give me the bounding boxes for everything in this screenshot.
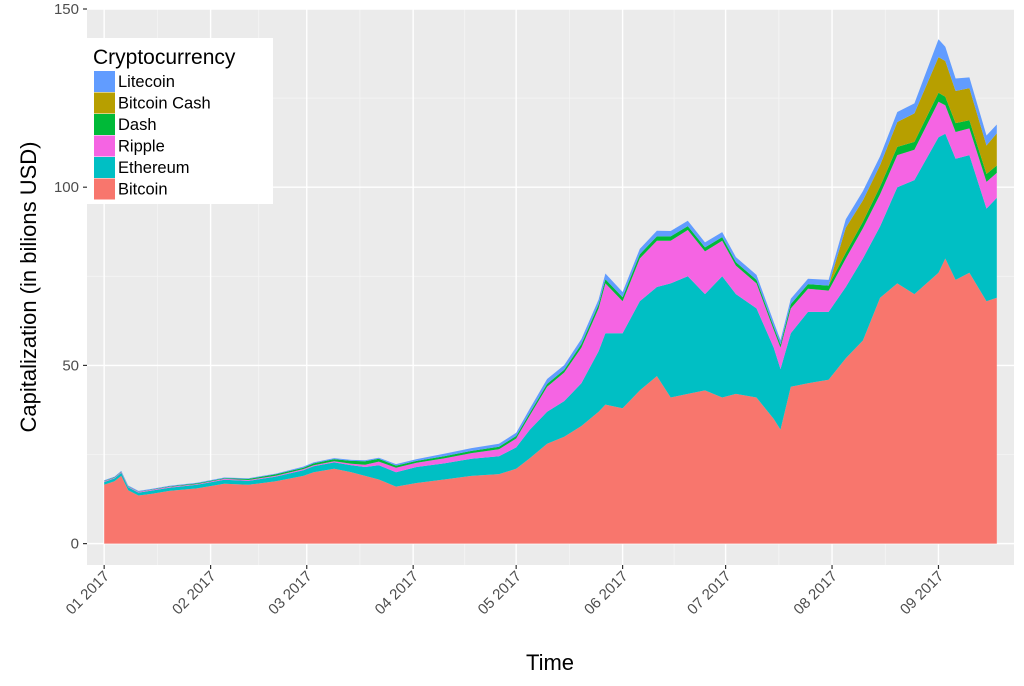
- area-ripple: [104, 101, 997, 493]
- area-bitcoin: [104, 258, 997, 544]
- legend-swatch: [94, 71, 115, 92]
- y-tick-label: 150: [54, 1, 79, 18]
- legend-swatch: [94, 135, 115, 157]
- x-axis-title: Time: [526, 650, 574, 675]
- area-layers: [104, 39, 997, 544]
- legend: Cryptocurrency Litecoin Bitcoin Cash Dash R…: [87, 38, 273, 204]
- legend-label: Dash: [118, 116, 157, 134]
- y-axis: 0 50 100 150: [54, 1, 87, 553]
- legend-swatch: [94, 157, 115, 178]
- legend-label: Bitcoin: [118, 181, 168, 199]
- legend-title: Cryptocurrency: [93, 46, 236, 69]
- legend-label: Ripple: [118, 138, 165, 156]
- legend-label: Bitcoin Cash: [118, 95, 211, 113]
- legend-swatch: [94, 178, 115, 200]
- y-tick-label: 50: [62, 357, 79, 374]
- legend-label: Litecoin: [118, 73, 175, 91]
- y-axis-title: Capitalization (in bilions USD): [16, 141, 41, 432]
- y-tick-label: 0: [71, 536, 79, 553]
- legend-background: [87, 38, 273, 204]
- y-tick-label: 100: [54, 179, 79, 196]
- legend-swatch: [94, 92, 115, 114]
- legend-items: Litecoin Bitcoin Cash Dash Ripple Ethereum Bi…: [94, 71, 211, 200]
- legend-label: Ethereum: [118, 159, 190, 177]
- area-ethereum: [104, 133, 997, 496]
- legend-swatch: [94, 114, 115, 135]
